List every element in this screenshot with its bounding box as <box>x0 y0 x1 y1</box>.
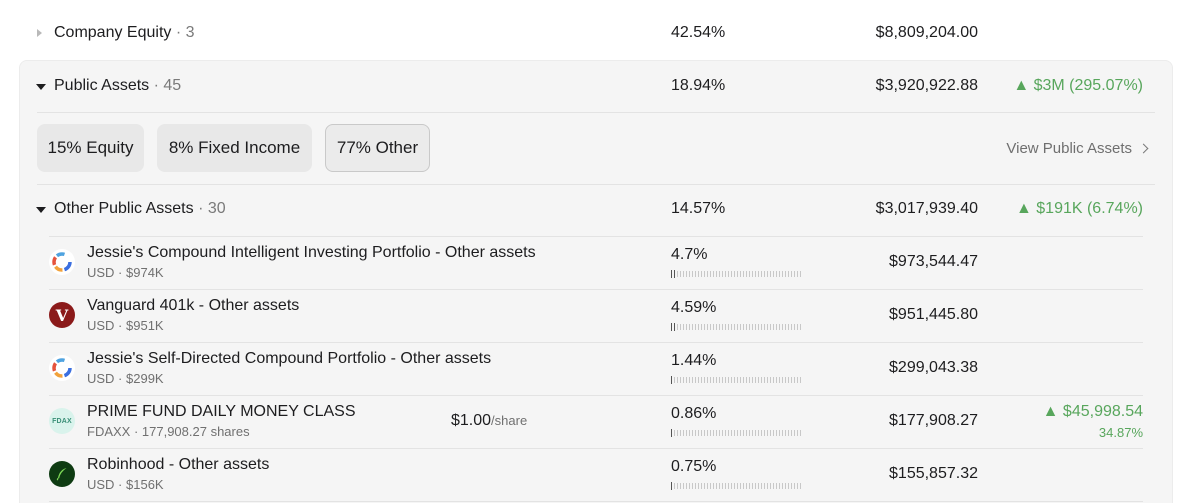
asset-name[interactable]: PRIME FUND DAILY MONEY CLASS <box>87 403 356 420</box>
asset-amount: $177,908.27 <box>889 412 978 429</box>
compound-logo-icon <box>49 249 75 275</box>
asset-subtitle: USD · $156K <box>87 477 164 492</box>
public-assets-percent: 18.94% <box>671 77 726 94</box>
share-price-value: $1.00 <box>451 412 492 429</box>
allocation-bar-fill <box>671 482 674 490</box>
asset-amount: $973,544.47 <box>889 253 978 270</box>
divider <box>49 395 1143 396</box>
asset-amount: $155,857.32 <box>889 465 978 482</box>
allocation-bar-fill <box>671 376 674 384</box>
collapse-chevron-icon[interactable] <box>36 207 46 213</box>
divider <box>37 112 1155 113</box>
public-assets-row[interactable]: Public Assets · 45 <box>54 77 181 95</box>
company-equity-percent: 42.54% <box>671 24 726 41</box>
chip-equity[interactable]: 15% Equity <box>37 124 144 172</box>
other-public-assets-amount: $3,017,939.40 <box>875 200 978 217</box>
asset-gain: ▲ $45,998.54 <box>1042 403 1143 420</box>
robinhood-feather-icon <box>49 461 75 487</box>
allocation-bar-fill <box>671 323 676 331</box>
asset-gain-percent: 34.87% <box>1098 425 1143 440</box>
other-public-assets-gain: ▲ $191K (6.74%) <box>1015 200 1143 217</box>
asset-subtitle: USD · $974K <box>87 265 164 280</box>
view-public-assets-label: View Public Assets <box>1006 140 1132 157</box>
asset-subtitle: USD · $299K <box>87 371 164 386</box>
asset-subtitle: USD · $951K <box>87 318 164 333</box>
chip-fixed-income[interactable]: 8% Fixed Income <box>157 124 312 172</box>
asset-name[interactable]: Jessie's Compound Intelligent Investing … <box>87 244 536 261</box>
asset-name[interactable]: Jessie's Self-Directed Compound Portfoli… <box>87 350 492 367</box>
allocation-bar <box>671 323 801 331</box>
asset-name[interactable]: Vanguard 401k - Other assets <box>87 297 300 314</box>
allocation-bar <box>671 482 801 490</box>
company-equity-amount: $8,809,204.00 <box>875 24 978 41</box>
view-public-assets-link[interactable]: View Public Assets <box>1006 140 1149 157</box>
allocation-bar <box>671 429 801 437</box>
asset-percent: 1.44% <box>671 352 717 369</box>
divider <box>49 289 1143 290</box>
chevron-right-icon <box>1138 143 1149 154</box>
asset-name[interactable]: Robinhood - Other assets <box>87 456 270 473</box>
public-assets-amount: $3,920,922.88 <box>875 77 978 94</box>
asset-percent: 4.7% <box>671 246 708 263</box>
divider <box>37 184 1155 185</box>
divider <box>49 236 1143 237</box>
compound-logo-icon <box>49 355 75 381</box>
public-assets-label: Public Assets <box>54 77 150 94</box>
divider <box>49 448 1143 449</box>
asset-percent: 0.86% <box>671 405 717 422</box>
allocation-bar <box>671 270 801 278</box>
allocation-bar <box>671 376 801 384</box>
share-price-unit: /share <box>491 413 528 428</box>
divider <box>49 342 1143 343</box>
public-assets-count: · 45 <box>153 77 182 94</box>
allocation-bar-fill <box>671 429 674 437</box>
company-equity-label: Company Equity <box>54 24 172 41</box>
share-price: $1.00/share <box>451 412 527 430</box>
vanguard-logo-icon: V <box>49 302 75 328</box>
fdax-logo-icon: FDAX <box>49 408 75 434</box>
asset-amount: $951,445.80 <box>889 306 978 323</box>
allocation-bar-fill <box>671 270 676 278</box>
asset-subtitle: FDAXX · 177,908.27 shares <box>87 424 250 439</box>
public-assets-gain: ▲ $3M (295.07%) <box>1013 77 1143 94</box>
other-public-assets-count: · 30 <box>198 200 226 217</box>
other-public-assets-percent: 14.57% <box>671 200 726 217</box>
asset-amount: $299,043.38 <box>889 359 978 376</box>
company-equity-count: · 3 <box>175 24 195 41</box>
collapse-chevron-icon[interactable] <box>36 84 46 90</box>
expand-chevron-icon[interactable] <box>37 29 42 37</box>
other-public-assets-label: Other Public Assets <box>54 200 194 217</box>
divider <box>49 501 1143 502</box>
asset-percent: 4.59% <box>671 299 717 316</box>
company-equity-row[interactable]: Company Equity · 3 <box>54 24 195 42</box>
other-public-assets-row[interactable]: Other Public Assets · 30 <box>54 200 226 218</box>
chip-other[interactable]: 77% Other <box>325 124 430 172</box>
asset-percent: 0.75% <box>671 458 717 475</box>
